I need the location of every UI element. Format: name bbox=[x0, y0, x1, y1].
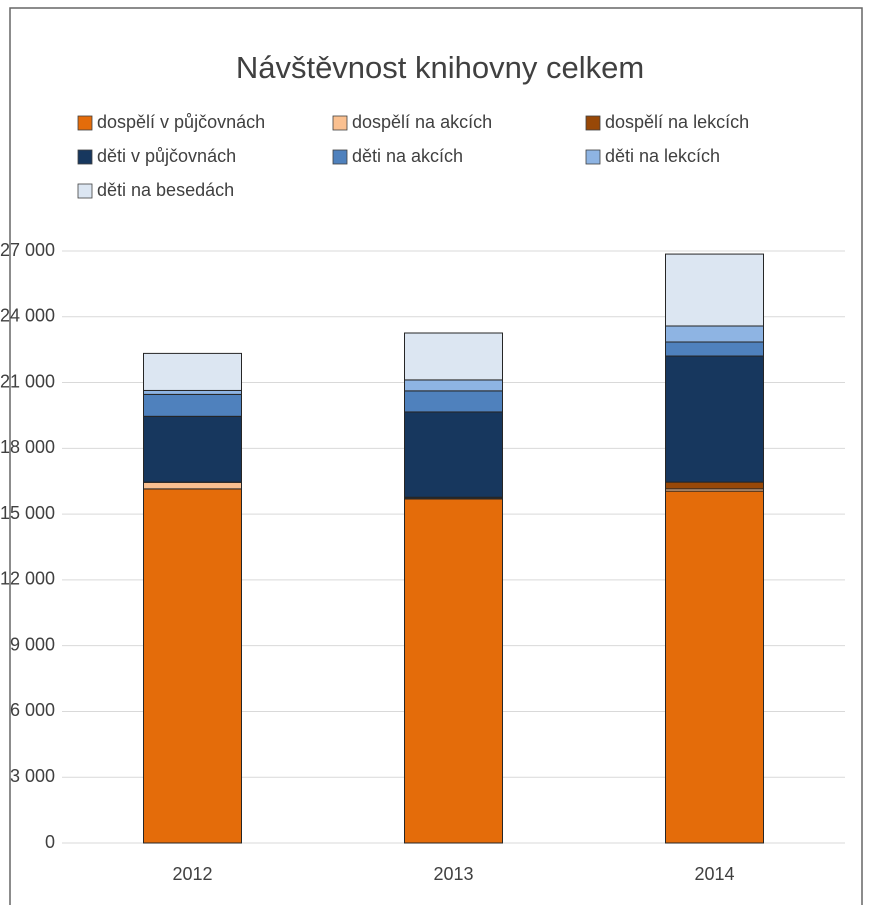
legend-swatch bbox=[333, 150, 347, 164]
legend-label: děti na lekcích bbox=[605, 146, 720, 166]
y-tick-label: 24 000 bbox=[0, 306, 55, 326]
legend-label: dospělí na lekcích bbox=[605, 112, 749, 132]
bar-segment bbox=[666, 491, 764, 843]
x-tick-label: 2013 bbox=[433, 864, 473, 884]
bar-segment bbox=[144, 353, 242, 390]
legend-swatch bbox=[586, 116, 600, 130]
bar-segment bbox=[144, 482, 242, 489]
chart-title: Návštěvnost knihovny celkem bbox=[236, 50, 644, 85]
bar-segment bbox=[666, 342, 764, 356]
y-tick-label: 15 000 bbox=[0, 503, 55, 523]
bar-segment bbox=[666, 326, 764, 342]
y-tick-label: 12 000 bbox=[0, 569, 55, 589]
legend-swatch bbox=[78, 184, 92, 198]
bar-segment bbox=[666, 254, 764, 326]
bar-segment bbox=[144, 416, 242, 482]
legend-label: děti na besedách bbox=[97, 180, 234, 200]
bar-segment bbox=[405, 499, 503, 843]
legend-label: dospělí v půjčovnách bbox=[97, 112, 265, 132]
bar-segment bbox=[405, 391, 503, 412]
y-tick-label: 0 bbox=[45, 832, 55, 852]
bar-segment bbox=[666, 356, 764, 482]
legend-label: děti na akcích bbox=[352, 146, 463, 166]
bar-segment bbox=[405, 380, 503, 391]
legend-swatch bbox=[333, 116, 347, 130]
bar-segment bbox=[144, 489, 242, 843]
legend-label: dospělí na akcích bbox=[352, 112, 492, 132]
y-tick-label: 3 000 bbox=[10, 766, 55, 786]
x-tick-label: 2012 bbox=[172, 864, 212, 884]
bar-segment bbox=[144, 390, 242, 394]
legend-swatch bbox=[78, 116, 92, 130]
bar-segment bbox=[405, 333, 503, 380]
y-tick-label: 9 000 bbox=[10, 634, 55, 654]
legend-label: děti v půjčovnách bbox=[97, 146, 236, 166]
bar-segment bbox=[144, 394, 242, 416]
legend-swatch bbox=[78, 150, 92, 164]
y-tick-label: 18 000 bbox=[0, 437, 55, 457]
y-tick-label: 21 000 bbox=[0, 371, 55, 391]
y-tick-label: 27 000 bbox=[0, 240, 55, 260]
x-tick-label: 2014 bbox=[694, 864, 734, 884]
y-tick-label: 6 000 bbox=[10, 700, 55, 720]
bar-segment bbox=[405, 412, 503, 497]
legend-swatch bbox=[586, 150, 600, 164]
bar-segment bbox=[666, 482, 764, 489]
